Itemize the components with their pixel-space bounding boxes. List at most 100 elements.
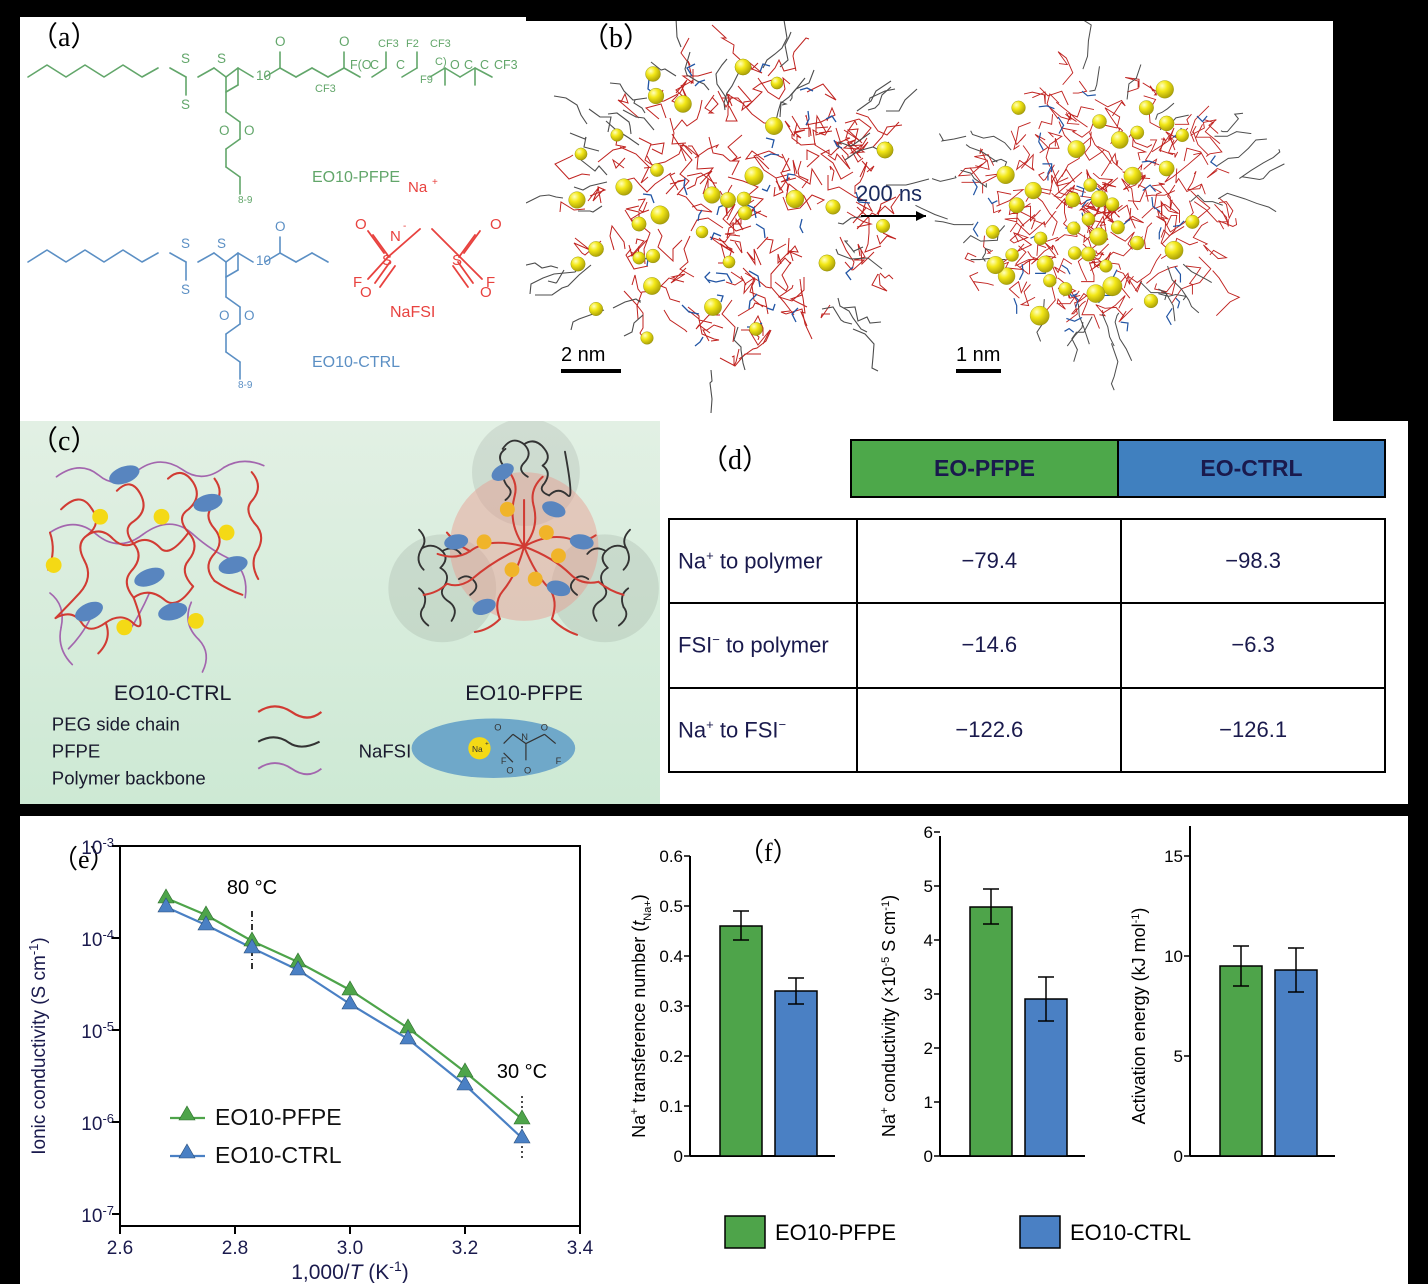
svg-text:10-4: 10-4 xyxy=(81,927,114,952)
svg-text:3.4: 3.4 xyxy=(567,1238,594,1259)
svg-text:0.3: 0.3 xyxy=(659,997,683,1016)
svg-text:S: S xyxy=(452,252,462,269)
svg-text:1,000/T (K-1): 1,000/T (K-1) xyxy=(291,1258,409,1283)
svg-text:O: O xyxy=(244,308,255,323)
svg-text:PFPE: PFPE xyxy=(52,741,101,762)
svg-text:0: 0 xyxy=(1174,1147,1183,1166)
svg-text:-: - xyxy=(403,221,406,232)
svg-text:Activation energy (kJ mol-1): Activation energy (kJ mol-1) xyxy=(1129,908,1149,1125)
svg-text:8-9: 8-9 xyxy=(238,380,253,391)
svg-text:O: O xyxy=(541,723,548,733)
svg-text:O: O xyxy=(275,219,286,234)
svg-text:0: 0 xyxy=(674,1147,683,1166)
svg-text:8-9: 8-9 xyxy=(238,195,253,206)
svg-text:F(O: F(O xyxy=(350,58,372,72)
svg-text:Ionic conductivity (S cm-1): Ionic conductivity (S cm-1) xyxy=(26,937,51,1154)
svg-text:F: F xyxy=(556,756,562,766)
svg-text:1: 1 xyxy=(924,1093,933,1112)
svg-text:.: . xyxy=(375,222,379,239)
svg-text:C): C) xyxy=(435,56,447,68)
svg-text:S: S xyxy=(217,236,226,251)
svg-text:80 °C: 80 °C xyxy=(227,877,277,899)
svg-text:4: 4 xyxy=(924,931,933,950)
svg-text:O: O xyxy=(244,123,255,138)
svg-text:2: 2 xyxy=(924,1039,933,1058)
svg-text:Na: Na xyxy=(408,179,428,196)
svg-text:CF3: CF3 xyxy=(494,58,518,72)
svg-text:Na+ transference number (tNa+): Na+ transference number (tNa+) xyxy=(627,894,654,1138)
svg-text:EO10-CTRL: EO10-CTRL xyxy=(215,1142,342,1168)
svg-text:1 nm: 1 nm xyxy=(956,344,1000,366)
svg-text:C: C xyxy=(396,58,405,72)
svg-text:5: 5 xyxy=(924,877,933,896)
svg-text:Na: Na xyxy=(472,744,483,754)
svg-text:30 °C: 30 °C xyxy=(497,1061,547,1083)
svg-text:EO10-PFPE: EO10-PFPE xyxy=(215,1104,342,1130)
svg-text:S: S xyxy=(181,282,190,297)
svg-text:2.6: 2.6 xyxy=(107,1238,133,1259)
svg-text:EO10-PFPE: EO10-PFPE xyxy=(312,169,400,186)
svg-text:Polymer backbone: Polymer backbone xyxy=(52,767,206,788)
svg-text:O: O xyxy=(339,34,350,49)
svg-text:F9: F9 xyxy=(420,74,433,86)
svg-text:（f）: （f） xyxy=(738,838,799,867)
svg-text:O: O xyxy=(480,284,492,301)
svg-text:S: S xyxy=(217,51,226,66)
svg-text:6: 6 xyxy=(924,823,933,842)
svg-text:0.5: 0.5 xyxy=(659,897,683,916)
svg-text:O: O xyxy=(506,765,513,775)
svg-text:EO10-CTRL: EO10-CTRL xyxy=(114,681,232,705)
svg-text:2 nm: 2 nm xyxy=(561,344,605,366)
svg-text:+: + xyxy=(485,740,489,747)
svg-text:2.8: 2.8 xyxy=(222,1238,248,1259)
svg-text:CF3: CF3 xyxy=(430,38,451,50)
svg-text:N: N xyxy=(521,732,528,742)
svg-text:0.6: 0.6 xyxy=(659,847,683,866)
svg-text:O: O xyxy=(360,284,372,301)
svg-text:10: 10 xyxy=(256,253,271,268)
svg-text:NaFSI: NaFSI xyxy=(359,741,412,762)
svg-text:EO10-PFPE: EO10-PFPE xyxy=(775,1220,896,1245)
svg-text:3: 3 xyxy=(924,985,933,1004)
svg-text:O: O xyxy=(524,765,531,775)
svg-text:+: + xyxy=(432,177,438,188)
svg-text:0: 0 xyxy=(924,1147,933,1166)
svg-text:O: O xyxy=(355,216,367,233)
svg-text:O: O xyxy=(450,58,460,72)
svg-text:CF3: CF3 xyxy=(378,38,399,50)
svg-text:NaFSI: NaFSI xyxy=(390,304,435,321)
svg-text:S: S xyxy=(181,51,190,66)
svg-text:C: C xyxy=(480,58,489,72)
svg-text:EO10-PFPE: EO10-PFPE xyxy=(465,681,583,705)
svg-text:15: 15 xyxy=(1164,847,1183,866)
svg-text:C: C xyxy=(370,58,379,72)
svg-text:N: N xyxy=(390,228,401,245)
svg-text:O: O xyxy=(219,123,230,138)
svg-text:O: O xyxy=(275,34,286,49)
svg-text:0.1: 0.1 xyxy=(659,1097,683,1116)
svg-text:3.0: 3.0 xyxy=(337,1238,363,1259)
svg-text:Na+ conductivity (×10-5 S cm-1: Na+ conductivity (×10-5 S cm-1) xyxy=(877,895,899,1137)
svg-text:5: 5 xyxy=(1174,1047,1183,1066)
svg-text:10-7: 10-7 xyxy=(81,1203,114,1228)
svg-text:PEG side chain: PEG side chain xyxy=(52,714,180,735)
svg-text:S: S xyxy=(181,236,190,251)
svg-text:10: 10 xyxy=(1164,947,1183,966)
svg-text:3.2: 3.2 xyxy=(452,1238,478,1259)
svg-text:EO10-CTRL: EO10-CTRL xyxy=(312,354,400,371)
svg-text:O: O xyxy=(219,308,230,323)
svg-text:10-6: 10-6 xyxy=(81,1111,114,1136)
svg-text:O: O xyxy=(494,723,501,733)
svg-text:10: 10 xyxy=(256,68,271,83)
svg-text:O: O xyxy=(490,216,502,233)
svg-text:200 ns: 200 ns xyxy=(856,181,922,206)
svg-text:F2: F2 xyxy=(406,38,419,50)
svg-text:C: C xyxy=(464,58,473,72)
svg-text:10-5: 10-5 xyxy=(81,1019,114,1044)
svg-text:EO10-CTRL: EO10-CTRL xyxy=(1070,1220,1191,1245)
svg-text:CF3: CF3 xyxy=(315,83,336,95)
svg-text:0.2: 0.2 xyxy=(659,1047,683,1066)
svg-text:S: S xyxy=(382,252,392,269)
svg-text:0.4: 0.4 xyxy=(659,947,683,966)
svg-text:S: S xyxy=(181,97,190,112)
